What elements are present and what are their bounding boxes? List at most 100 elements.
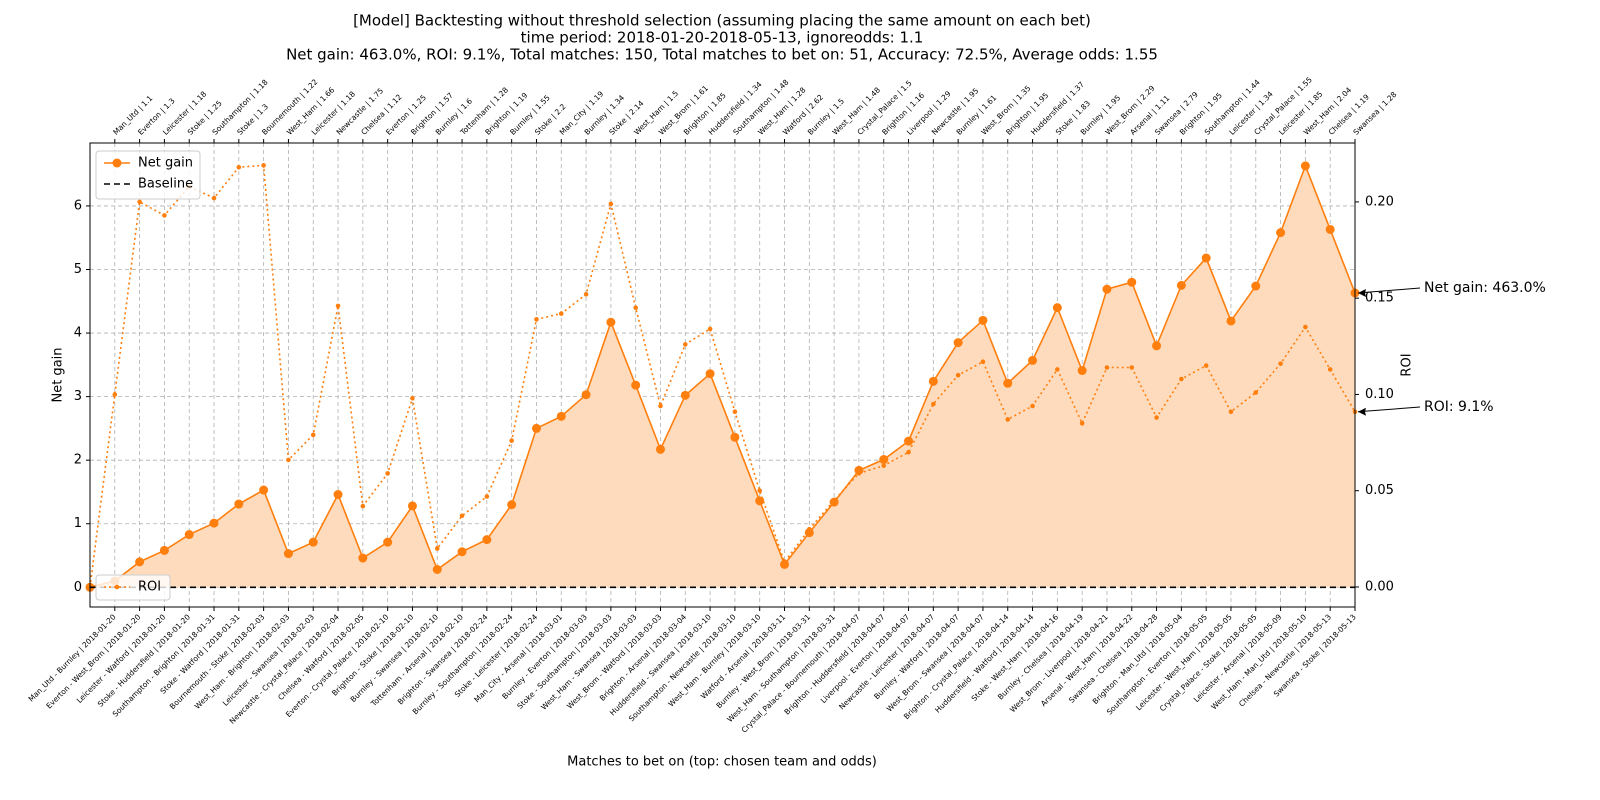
data-point bbox=[1325, 224, 1335, 234]
data-point bbox=[928, 376, 938, 386]
data-point bbox=[184, 530, 194, 540]
data-point bbox=[807, 526, 812, 532]
data-point bbox=[980, 359, 986, 365]
data-point bbox=[1228, 409, 1234, 415]
data-point bbox=[286, 457, 291, 463]
y-tick-label: 2 bbox=[74, 453, 82, 468]
y2-tick-label: 0.05 bbox=[1365, 483, 1394, 498]
data-point bbox=[234, 499, 244, 509]
series-line bbox=[89, 163, 1356, 589]
data-point bbox=[581, 390, 591, 400]
y-tick-label: 4 bbox=[74, 326, 82, 341]
data-point bbox=[556, 411, 566, 421]
data-point bbox=[978, 315, 988, 325]
title-line: time period: 2018-01-20-2018-05-13, igno… bbox=[521, 29, 924, 47]
data-point bbox=[159, 545, 169, 555]
data-point bbox=[211, 195, 217, 201]
data-point bbox=[457, 547, 467, 557]
data-point bbox=[1303, 324, 1308, 330]
data-point bbox=[1300, 161, 1310, 171]
legend: Net gain Baseline bbox=[95, 150, 201, 200]
annotation-arrow bbox=[1357, 287, 1421, 294]
data-point bbox=[507, 500, 517, 510]
data-point bbox=[1104, 365, 1110, 370]
data-point bbox=[682, 342, 688, 347]
data-point bbox=[1052, 303, 1062, 313]
data-point bbox=[1278, 361, 1283, 366]
data-point bbox=[608, 201, 614, 207]
data-point bbox=[1127, 277, 1137, 287]
x-tick-label: Chelsea - Newcastle | 2018-05-13 bbox=[1237, 612, 1333, 708]
data-point bbox=[953, 338, 963, 348]
x-tick-label: Man_Utd - Burnley | 2018-01-20 bbox=[27, 612, 118, 703]
data-point bbox=[1327, 367, 1333, 372]
data-point bbox=[410, 395, 415, 401]
legend-label: Net gain bbox=[138, 156, 193, 171]
y2-tick-label: 0.15 bbox=[1365, 291, 1394, 306]
data-point bbox=[385, 471, 390, 476]
data-point bbox=[534, 317, 539, 322]
data-point bbox=[705, 369, 715, 379]
data-point bbox=[680, 390, 690, 400]
data-point bbox=[782, 559, 787, 565]
x-top-tick-label: Leicester | 1.34 bbox=[1227, 89, 1275, 137]
data-point bbox=[1226, 316, 1236, 326]
data-point bbox=[879, 455, 889, 465]
data-point bbox=[1005, 417, 1011, 422]
x-tick-label: Tottenham - Arsenal | 2018-02-10 bbox=[368, 612, 465, 709]
data-point bbox=[1003, 378, 1013, 388]
data-point bbox=[606, 317, 616, 327]
data-point bbox=[906, 449, 911, 455]
y-axis-label: Net gain bbox=[51, 347, 66, 402]
data-point bbox=[407, 501, 417, 511]
data-point bbox=[308, 537, 318, 547]
data-point bbox=[1176, 280, 1186, 290]
legend-label: Baseline bbox=[138, 177, 193, 192]
x-top-tick-label: West_Ham | 1.5 bbox=[632, 89, 680, 137]
data-point bbox=[1276, 228, 1286, 238]
data-point bbox=[1055, 367, 1060, 372]
data-point bbox=[904, 436, 914, 446]
data-point bbox=[757, 488, 763, 494]
data-point bbox=[1079, 421, 1085, 426]
data-point bbox=[236, 164, 242, 170]
data-point bbox=[931, 401, 936, 407]
title-line: Net gain: 463.0%, ROI: 9.1%, Total match… bbox=[286, 46, 1158, 64]
y2-tick-label: 0.00 bbox=[1365, 579, 1394, 594]
title-line: [Model] Backtesting without threshold se… bbox=[353, 12, 1091, 30]
data-point bbox=[1201, 253, 1211, 263]
legend-box bbox=[95, 574, 171, 601]
annotation-arrowhead bbox=[1358, 289, 1366, 298]
y2-tick-label: 0.20 bbox=[1365, 194, 1394, 209]
data-point bbox=[482, 535, 492, 545]
legend-marker bbox=[114, 584, 120, 590]
data-point bbox=[1152, 341, 1162, 351]
y-tick-label: 1 bbox=[74, 516, 82, 531]
data-point bbox=[732, 409, 738, 415]
data-point bbox=[633, 305, 638, 311]
data-point bbox=[434, 546, 440, 551]
legend: ROI bbox=[95, 574, 171, 601]
data-point bbox=[1154, 415, 1159, 420]
x-top-tick-label: Swansea | 1.28 bbox=[1351, 90, 1398, 137]
data-point bbox=[881, 463, 887, 468]
data-point bbox=[358, 553, 368, 563]
data-point bbox=[432, 564, 442, 574]
data-point bbox=[854, 465, 864, 475]
data-point bbox=[283, 549, 293, 559]
data-point bbox=[658, 403, 663, 409]
data-point bbox=[707, 326, 713, 332]
y-tick-label: 0 bbox=[74, 580, 82, 595]
data-point bbox=[831, 498, 837, 503]
data-point bbox=[1203, 363, 1209, 368]
data-point bbox=[1030, 403, 1035, 409]
y-tick-label: 3 bbox=[74, 389, 82, 404]
x-top-tick-label: Swansea | 2.79 bbox=[1153, 90, 1200, 137]
data-point bbox=[261, 163, 266, 168]
data-point bbox=[360, 503, 366, 509]
data-point bbox=[112, 392, 118, 397]
y2-tick-label: 0.10 bbox=[1365, 387, 1394, 402]
data-point bbox=[1102, 284, 1112, 294]
x-top-tick-label: Liverpool | 1.29 bbox=[905, 89, 953, 137]
